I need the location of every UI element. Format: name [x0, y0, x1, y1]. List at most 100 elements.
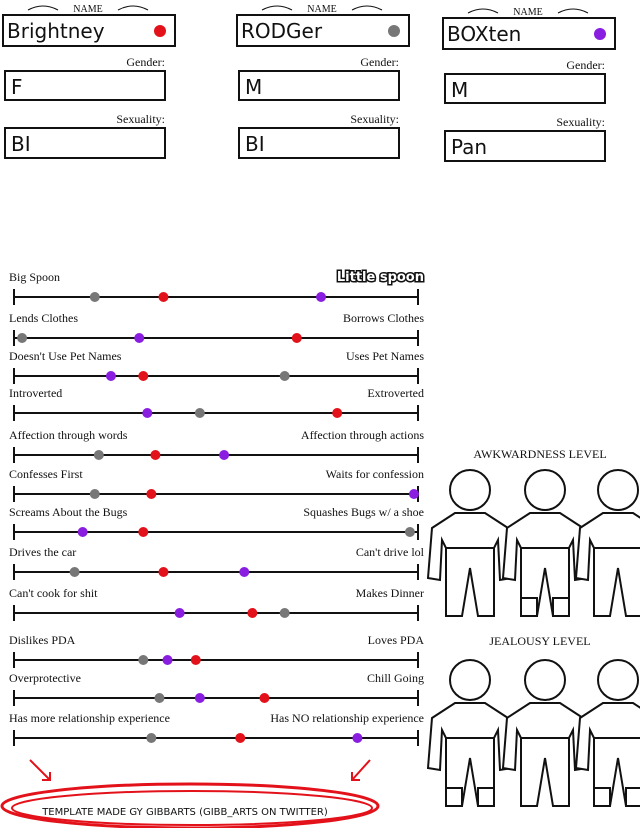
slider-dot — [259, 693, 270, 703]
name-label: NAME — [513, 7, 542, 18]
slider-dot — [291, 333, 302, 343]
name-value: RODGer — [241, 19, 323, 43]
slider-left-label: Doesn't Use Pet Names — [9, 349, 122, 363]
slider-dot — [158, 567, 169, 577]
slider-dot — [279, 371, 290, 381]
slider-right-label: Little spoon — [337, 270, 424, 285]
slider-left-label: Big Spoon — [9, 270, 60, 284]
name-label: NAME — [73, 4, 102, 15]
sexuality-label: Sexuality: — [350, 112, 399, 126]
slider-dot — [190, 655, 201, 665]
gender-value: M — [451, 78, 468, 102]
name-box — [236, 14, 410, 47]
slider-dot — [142, 408, 153, 418]
slider-dot — [194, 693, 205, 703]
figure-foot — [477, 787, 495, 807]
name-label: NAME — [307, 4, 336, 15]
sexuality-value: BI — [245, 132, 265, 156]
slider-dot — [158, 292, 169, 302]
color-dot — [388, 25, 400, 37]
slider-dot — [146, 489, 157, 499]
slider-left-label: Dislikes PDA — [9, 633, 76, 647]
gender-label: Gender: — [566, 58, 605, 72]
slider-right-label: Borrows Clothes — [343, 311, 424, 325]
slider-dot — [134, 333, 145, 343]
name-box — [442, 17, 616, 50]
slider-dot — [77, 527, 88, 537]
slider-left-label: Can't cook for shit — [9, 586, 98, 600]
slider-right-label: Waits for confession — [326, 467, 424, 481]
slider-right-label: Loves PDA — [368, 633, 425, 647]
gender-box — [238, 70, 400, 101]
slider-right-label: Affection through actions — [301, 428, 424, 442]
figure-foot — [520, 597, 538, 617]
figure-head — [524, 469, 566, 511]
slider-dot — [89, 489, 100, 499]
slider-left-label: Affection through words — [9, 428, 128, 442]
slider-right-label: Can't drive lol — [356, 545, 425, 559]
slider-dot — [219, 450, 230, 460]
slider-right-label: Extroverted — [367, 386, 424, 400]
sexuality-label: Sexuality: — [556, 115, 605, 129]
slider-dot — [352, 733, 363, 743]
slider-dot — [247, 608, 258, 618]
figure-body — [574, 512, 640, 582]
figure-legs — [593, 547, 640, 617]
slider-dot — [93, 450, 104, 460]
slider-dot — [194, 408, 205, 418]
figure-head — [597, 659, 639, 701]
slider-dot — [316, 292, 327, 302]
footer-credit: TEMPLATE MADE GY GIBBARTS (GIBB_ARTS ON … — [41, 807, 328, 818]
slider-dot — [138, 655, 149, 665]
figure-head — [449, 659, 491, 701]
slider-left-label: Lends Clothes — [9, 311, 78, 325]
name-ornament — [467, 8, 589, 14]
gender-value: M — [245, 75, 262, 99]
name-ornament — [261, 5, 383, 11]
slider-right-label: Chill Going — [367, 671, 424, 685]
slider-dot — [239, 567, 250, 577]
figure-foot — [552, 597, 570, 617]
figure-head — [597, 469, 639, 511]
slider-left-label: Drives the car — [9, 545, 76, 559]
slider-dot — [138, 371, 149, 381]
sexuality-value: Pan — [451, 135, 487, 159]
footer-ring — [0, 782, 380, 828]
figure-body — [574, 702, 640, 772]
slider-right-label: Squashes Bugs w/ a shoe — [303, 505, 424, 519]
sexuality-label: Sexuality: — [116, 112, 165, 126]
name-ornament — [27, 5, 149, 11]
color-dot — [154, 25, 166, 37]
figure-foot — [625, 787, 640, 807]
slider-dot — [279, 608, 290, 618]
slider-left-label: Introverted — [9, 386, 62, 400]
slider-dot — [69, 567, 80, 577]
slider-dot — [17, 333, 28, 343]
name-box — [2, 14, 176, 47]
figure-legs — [520, 737, 570, 807]
slider-left-label: Screams About the Bugs — [9, 505, 128, 519]
gender-box — [4, 70, 166, 101]
slider-dot — [408, 489, 419, 499]
slider-dot — [174, 608, 185, 618]
figure-foot — [593, 787, 611, 807]
slider-dot — [105, 371, 116, 381]
figure-head — [524, 659, 566, 701]
slider-dot — [154, 693, 165, 703]
gender-box — [444, 73, 606, 104]
figure-foot — [445, 787, 463, 807]
sexuality-box — [4, 127, 166, 159]
awkwardness-title: AWKWARDNESS LEVEL — [473, 447, 606, 461]
slider-dot — [332, 408, 343, 418]
slider-right-label: Has NO relationship experience — [270, 711, 424, 725]
gender-label: Gender: — [126, 55, 165, 69]
slider-dot — [146, 733, 157, 743]
name-value: BOXten — [447, 22, 521, 46]
gender-value: F — [11, 75, 23, 99]
slider-dot — [89, 292, 100, 302]
slider-dot — [150, 450, 161, 460]
slider-left-label: Confesses First — [9, 467, 83, 481]
slider-dot — [404, 527, 415, 537]
footer-arrows — [29, 759, 371, 781]
sexuality-value: BI — [11, 132, 31, 156]
